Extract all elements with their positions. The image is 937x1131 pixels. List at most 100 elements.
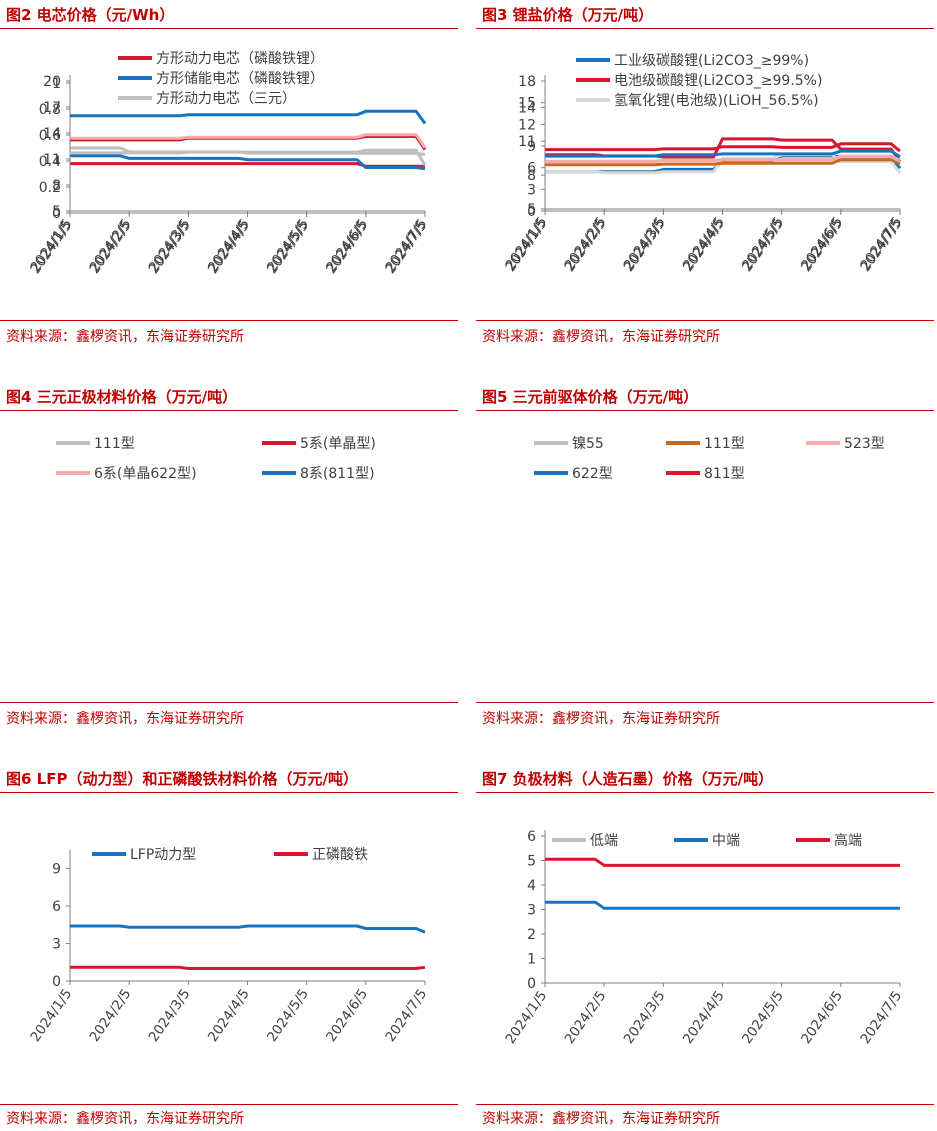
x-tick-label: 2024/2/5 [87,986,135,1045]
legend-label-4: 8系(811型) [300,466,375,482]
y-tick-label: 11 [518,134,536,150]
title-rule [476,792,934,793]
series-line-4 [545,149,901,159]
legend-label-1: 低端 [590,833,618,849]
chart-title: 图5 三元前驱体价格（万元/吨） [482,388,699,406]
x-tick-label: 2024/6/5 [323,986,371,1045]
x-tick-label: 2024/4/5 [205,986,253,1045]
chart-title: 图4 三元正极材料价格（万元/吨） [6,388,238,406]
x-tick-label: 2024/5/5 [739,988,787,1047]
series-line-3 [545,857,900,867]
y-tick-label: 6 [527,161,536,177]
title-rule [476,410,934,411]
y-tick-label: 3 [527,182,536,198]
panel-fig4: 图4 三元正极材料价格（万元/吨） 5 8 11 14 17 20 2024/1/5 2024… [0,74,458,742]
source-text: 资料来源：鑫椤资讯，东海证券研究所 [482,329,720,345]
series-line-3 [70,133,427,149]
legend-label-1: 方形动力电芯（磷酸铁锂） [156,51,324,67]
y-tick-label: 1 [52,76,61,92]
legend-label-1: 工业级碳酸锂(Li2CO3_≥99%) [614,53,809,69]
source-rule [476,702,934,703]
x-tick-label: 2024/1/5 [27,986,75,1045]
title-rule [476,28,934,29]
y-tick-label: 0.4 [39,154,61,170]
panel-fig2: 图2 电芯价格（元/Wh） 0 0.2 0.4 0.6 0.8 1 2024/1/5 2024… [0,0,458,360]
legend-label-2: 5系(单晶型) [300,436,376,452]
x-tick-label: 2024/7/5 [857,988,905,1047]
y-tick-label: 8 [527,168,536,184]
source-rule [0,702,458,703]
series-line-1 [70,162,425,168]
legend-label-3: 方形动力电芯（三元） [156,91,296,107]
legend-label-2: 电池级碳酸锂(Li2CO3_≥99.5%) [614,73,822,89]
series-line-5 [545,142,901,153]
legend-label-1: LFP动力型 [130,847,196,863]
series-line-2 [545,900,900,910]
title-rule [0,28,458,29]
y-tick-label: 3 [52,937,61,953]
y-tick-label: 11 [43,152,61,168]
series-line-2 [70,965,426,970]
legend-label-3: 高端 [834,832,862,849]
x-tick-label: 2024/2/5 [562,988,610,1047]
y-tick-label: 17 [43,100,61,116]
legend-label-3: 523型 [844,436,885,452]
x-tick-label: 2024/5/5 [264,986,312,1045]
series-line-2 [545,158,901,167]
y-tick-label: 18 [518,74,536,90]
y-tick-label: 4 [527,878,536,894]
legend-label-4: 622型 [572,466,613,482]
y-tick-label: 0 [527,976,536,992]
chart-title: 图6 LFP（动力型）和正磷酸铁材料价格（万元/吨） [6,770,358,788]
x-tick-label: 2024/4/5 [680,988,728,1047]
panel-fig5: 图5 三元前驱体价格（万元/吨） 0 3 6 9 12 15 18 2024/1/5 2024/… [476,74,934,742]
y-tick-label: 0.2 [39,180,61,196]
y-tick-label: 1 [527,952,536,968]
y-tick-label: 0.6 [39,128,61,144]
source-rule [476,1104,934,1105]
legend-label-3: 氢氧化锂(电池级)(LiOH_56.5%) [614,93,819,109]
title-rule [0,792,458,793]
y-tick-label: 6 [527,829,536,845]
y-tick-label: 0 [52,974,61,990]
chart-title: 图7 负极材料（人造石墨）价格（万元/吨） [482,770,774,788]
y-tick-label: 0.8 [39,102,61,118]
legend-label-2: 111型 [704,436,745,452]
legend-label-2: 正磷酸铁 [312,847,368,863]
panel-fig3: 图3 锂盐价格（万元/吨） 5 8 11 14 2024/1/5 2024/2/5 2024… [476,0,934,360]
y-tick-label: 5 [527,202,536,218]
source-text: 资料来源：鑫椤资讯，东海证券研究所 [482,711,720,727]
legend-label-1: 镍55 [572,436,604,452]
source-rule [0,1104,458,1105]
legend-label-2: 中端 [712,833,740,849]
panel-fig6: 图6 LFP（动力型）和正磷酸铁材料价格（万元/吨） 0 3 6 9 2024/1/5 2… [0,764,458,1131]
y-tick-label: 20 [43,74,61,90]
y-tick-label: 8 [52,178,61,194]
series-line-2 [70,154,426,171]
x-tick-label: 2024/3/5 [146,986,194,1045]
series-line-4 [70,109,427,125]
y-tick-label: 6 [52,899,61,915]
source-text: 资料来源：鑫椤资讯，东海证券研究所 [6,1111,244,1127]
x-tick-label: 2024/6/5 [798,988,846,1047]
source-rule [0,320,458,321]
series-line-1 [70,924,426,934]
source-text: 资料来源：鑫椤资讯，东海证券研究所 [6,711,244,727]
x-tick-label: 2024/3/5 [621,988,669,1047]
chart-title: 图3 锂盐价格（万元/吨） [482,6,654,24]
x-tick-label: 2024/1/5 [502,988,550,1047]
y-tick-label: 14 [43,126,61,142]
source-text: 资料来源：鑫椤资讯，东海证券研究所 [482,1111,720,1127]
series-line-1 [70,148,427,166]
x-tick-label: 2024/7/5 [382,986,430,1045]
legend-label-3: 6系(单晶622型) [94,466,197,482]
y-tick-label: 15 [518,96,536,112]
y-tick-label: 0 [527,204,536,220]
source-text: 资料来源：鑫椤资讯，东海证券研究所 [6,329,244,345]
y-tick-label: 0 [52,206,61,222]
